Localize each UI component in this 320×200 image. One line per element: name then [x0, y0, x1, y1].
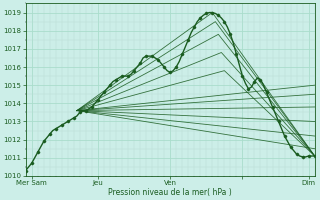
X-axis label: Pression niveau de la mer( hPa ): Pression niveau de la mer( hPa )	[108, 188, 232, 197]
